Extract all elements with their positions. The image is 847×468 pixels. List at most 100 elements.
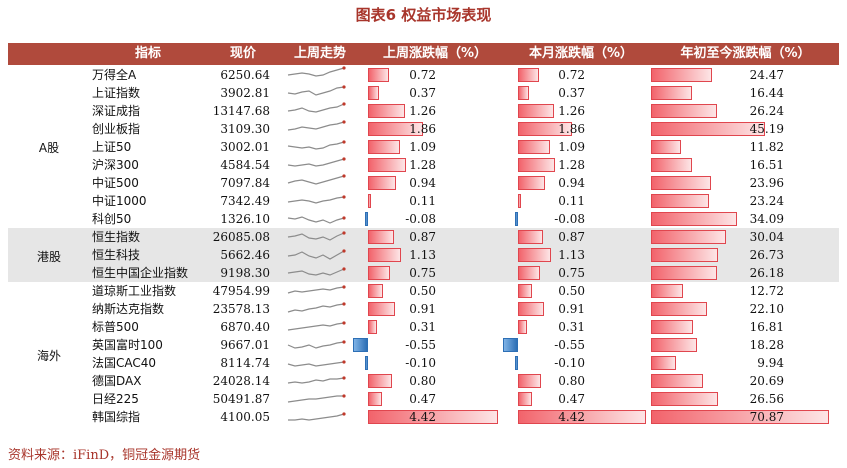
weekly-bar [368,194,372,208]
monthly-bar [518,374,542,388]
monthly-bar [518,86,529,100]
monthly-value: 0.91 [558,302,585,316]
weekly-bar [368,86,379,100]
ytd-value: 26.56 [749,392,784,406]
index-name: 中证1000 [92,194,147,208]
ytd-value: 30.04 [749,230,784,244]
trend-sparkline [287,120,346,131]
weekly-bar [368,410,498,424]
monthly-bar [515,212,518,226]
monthly-value: 0.87 [558,230,585,244]
index-name: 英国富时100 [92,338,163,352]
price-value: 9667.01 [220,338,270,352]
weekly-value: 0.37 [409,86,436,100]
weekly-value: 0.91 [409,302,436,316]
weekly-bar [368,104,406,118]
ytd-value: 23.24 [749,194,784,208]
price-value: 13147.68 [212,104,270,118]
monthly-value: 0.37 [558,86,585,100]
ytd-bar [651,104,717,118]
trend-sparkline [287,321,346,331]
monthly-value: 1.86 [558,122,585,136]
monthly-bar [518,392,532,406]
trend-sparkline [287,302,346,313]
trend-sparkline [287,285,346,294]
group-label-a-share: A股 [38,141,60,155]
ytd-bar [651,302,707,316]
price-value: 24028.14 [212,374,270,388]
index-name: 标普500 [92,320,139,334]
group-label-overseas: 海外 [36,349,61,363]
ytd-bar [651,338,697,352]
price-value: 6870.40 [220,320,270,334]
ytd-value: 16.44 [749,86,784,100]
index-name: 沪深300 [92,158,139,172]
index-name: 法国CAC40 [92,356,157,370]
trend-sparkline [287,394,346,403]
price-value: 5662.46 [220,248,270,262]
monthly-bar [515,356,518,370]
monthly-bar [518,302,545,316]
ytd-bar [651,68,713,82]
monthly-bar [518,248,551,262]
weekly-value: 0.47 [409,392,436,406]
monthly-value: 1.26 [558,104,585,118]
ytd-bar [651,86,693,100]
price-value: 47954.99 [212,284,270,298]
ytd-value: 45.19 [749,122,784,136]
table-row: 恒生科技 5662.46 1.13 1.13 26.73 [0,246,847,264]
monthly-value: 0.80 [558,374,585,388]
monthly-bar [518,266,540,280]
weekly-bar [368,176,396,190]
ytd-value: 26.73 [749,248,784,262]
weekly-value: 0.50 [409,284,436,298]
price-value: 8114.74 [220,356,270,370]
header-price: 现价 [229,46,256,61]
weekly-value: 0.75 [409,266,436,280]
weekly-bar [368,122,423,136]
monthly-value: -0.55 [554,338,585,352]
ytd-bar [651,410,829,424]
index-name: 恒生指数 [92,230,141,244]
ytd-bar [651,158,693,172]
index-name: 日经225 [92,392,139,406]
ytd-value: 12.72 [749,284,784,298]
monthly-bar [518,104,555,118]
ytd-value: 11.82 [749,140,784,154]
ytd-value: 24.47 [749,68,784,82]
weekly-value: 4.42 [409,410,436,424]
price-value: 7097.84 [220,176,270,190]
table-row: 英国富时100 9667.01 -0.55 -0.55 18.28 [0,336,847,354]
monthly-bar [518,176,546,190]
price-value: 4100.05 [220,410,270,424]
ytd-bar [651,248,719,262]
table-row: 恒生中国企业指数 9198.30 0.75 0.75 26.18 [0,264,847,282]
weekly-value: 1.09 [409,140,436,154]
header-index: 指标 [134,46,161,61]
table-row: 万得全A 6250.64 0.72 0.72 24.47 [0,66,847,84]
weekly-bar [368,158,406,172]
ytd-bar [651,140,681,154]
monthly-value: 0.72 [558,68,585,82]
header-monthly: 本月涨跌幅（%） [528,46,634,61]
weekly-bar [365,356,368,370]
table-row: 法国CAC40 8114.74 -0.10 -0.10 9.94 [0,354,847,372]
price-value: 1326.10 [220,212,270,226]
ytd-bar [651,392,718,406]
weekly-value: 1.26 [409,104,436,118]
weekly-value: 0.11 [409,194,436,208]
weekly-bar [368,284,383,298]
table-row: 上证指数 3902.81 0.37 0.37 16.44 [0,84,847,102]
ytd-bar [651,266,717,280]
trend-sparkline [287,66,346,77]
trend-sparkline [288,412,346,421]
ytd-bar [651,230,727,244]
index-name: 恒生中国企业指数 [92,266,189,280]
ytd-value: 34.09 [749,212,784,226]
weekly-value: 0.94 [409,176,436,190]
monthly-value: 0.47 [558,392,585,406]
weekly-value: 1.86 [409,122,436,136]
monthly-bar [518,140,550,154]
weekly-value: 1.13 [409,248,436,262]
ytd-bar [651,122,765,136]
